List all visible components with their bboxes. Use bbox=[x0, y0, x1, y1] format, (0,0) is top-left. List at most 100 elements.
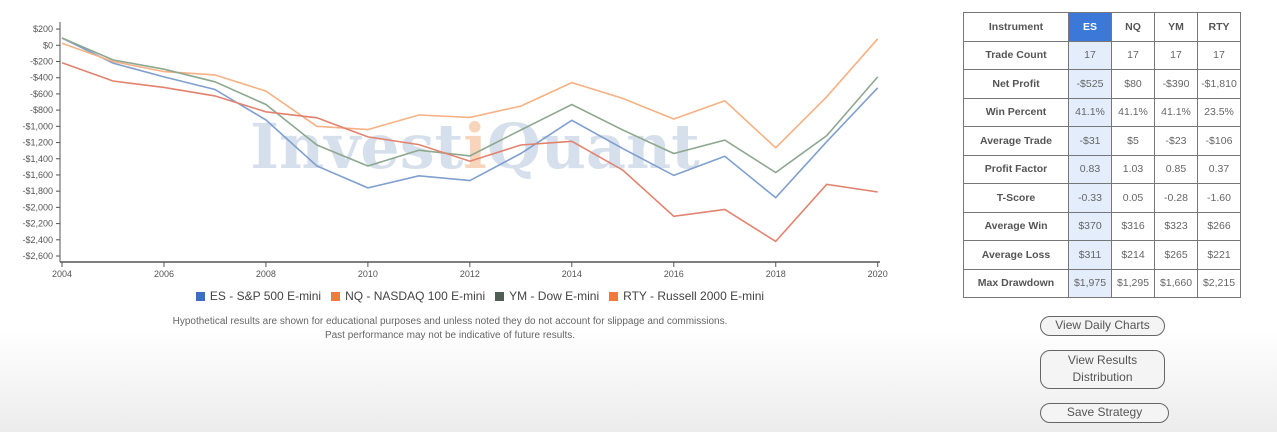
row-label: T-Score bbox=[963, 183, 1069, 213]
disclaimer: Hypothetical results are shown for educa… bbox=[0, 315, 900, 343]
y-tick-label: -$800 bbox=[30, 105, 53, 115]
y-tick-label: -$200 bbox=[30, 57, 53, 67]
view-daily-charts-button[interactable]: View Daily Charts bbox=[1040, 316, 1165, 336]
cell-es: -$525 bbox=[1068, 69, 1112, 99]
cell-nq: 41.1% bbox=[1111, 97, 1155, 127]
series-line-rty bbox=[61, 61, 878, 243]
table-row: Average Loss $311 $214 $265 $221 bbox=[963, 240, 1241, 270]
disclaimer-line-1: Hypothetical results are shown for educa… bbox=[172, 316, 728, 327]
cell-es: 0.83 bbox=[1068, 154, 1112, 184]
cell-ym: -$390 bbox=[1154, 69, 1198, 99]
legend-swatch bbox=[609, 292, 619, 301]
cell-es: 17 bbox=[1068, 40, 1112, 70]
cell-ym: $1,660 bbox=[1154, 268, 1198, 298]
x-tick-label: 2010 bbox=[358, 269, 378, 279]
y-tick-label: -$1,000 bbox=[22, 121, 53, 131]
x-tick-label: 2012 bbox=[460, 269, 480, 279]
header-rty[interactable]: RTY bbox=[1197, 12, 1241, 42]
cell-ym: $323 bbox=[1154, 211, 1198, 241]
legend-label: RTY - Russell 2000 E-mini bbox=[623, 289, 765, 303]
y-tick-label: -$1,200 bbox=[22, 138, 53, 148]
y-tick-label: -$1,400 bbox=[22, 154, 53, 164]
y-tick-label: -$400 bbox=[30, 73, 53, 83]
cell-es: $1,975 bbox=[1068, 268, 1112, 298]
legend-item[interactable]: ES - S&P 500 E-mini bbox=[195, 289, 322, 303]
cell-es: -$31 bbox=[1068, 126, 1112, 156]
y-tick-label: -$2,400 bbox=[22, 235, 53, 245]
legend-swatch bbox=[331, 292, 341, 301]
cell-rty: -$1,810 bbox=[1197, 69, 1241, 99]
cell-nq: $1,295 bbox=[1111, 268, 1155, 298]
cell-ym: 41.1% bbox=[1154, 97, 1198, 127]
cell-rty: -$106 bbox=[1197, 126, 1241, 156]
cell-rty: 23.5% bbox=[1197, 97, 1241, 127]
button-label-line-2: Distribution bbox=[1072, 370, 1133, 384]
cell-rty: $266 bbox=[1197, 211, 1241, 241]
cell-nq: 17 bbox=[1111, 40, 1155, 70]
table-row: Win Percent 41.1% 41.1% 41.1% 23.5% bbox=[963, 97, 1241, 127]
cell-es: 41.1% bbox=[1068, 97, 1112, 127]
x-tick-label: 2004 bbox=[52, 269, 72, 279]
row-label: Trade Count bbox=[963, 40, 1069, 70]
table-row: Profit Factor 0.83 1.03 0.85 0.37 bbox=[963, 154, 1241, 184]
button-label-line-1: View Results bbox=[1067, 353, 1138, 367]
x-tick-label: 2018 bbox=[766, 269, 786, 279]
row-label: Win Percent bbox=[963, 97, 1069, 127]
cell-rty: 0.37 bbox=[1197, 154, 1241, 184]
table-row: Average Trade -$31 $5 -$23 -$106 bbox=[963, 126, 1241, 156]
cell-rty: 17 bbox=[1197, 40, 1241, 70]
cell-es: -0.33 bbox=[1068, 183, 1112, 213]
cell-nq: $214 bbox=[1111, 240, 1155, 270]
row-label: Average Win bbox=[963, 211, 1069, 241]
cell-ym: -$23 bbox=[1154, 126, 1198, 156]
y-tick-label: $200 bbox=[33, 24, 53, 34]
y-tick-label: -$1,800 bbox=[22, 186, 53, 196]
cell-rty: $2,215 bbox=[1197, 268, 1241, 298]
header-es[interactable]: ES bbox=[1068, 12, 1112, 42]
legend-label: ES - S&P 500 E-mini bbox=[209, 289, 322, 303]
legend-swatch bbox=[195, 292, 205, 301]
table-row: Average Win $370 $316 $323 $266 bbox=[963, 211, 1241, 241]
view-results-distribution-button[interactable]: View Results Distribution bbox=[1040, 350, 1165, 389]
cell-ym: $265 bbox=[1154, 240, 1198, 270]
row-label: Max Drawdown bbox=[963, 268, 1069, 298]
header-ym[interactable]: YM bbox=[1154, 12, 1198, 42]
legend-item[interactable]: RTY - Russell 2000 E-mini bbox=[609, 289, 764, 303]
row-label: Average Trade bbox=[963, 126, 1069, 156]
y-tick-label: -$600 bbox=[30, 89, 53, 99]
row-label: Average Loss bbox=[963, 240, 1069, 270]
legend-item[interactable]: NQ - NASDAQ 100 E-mini bbox=[331, 289, 485, 303]
save-strategy-button[interactable]: Save Strategy bbox=[1040, 403, 1169, 423]
cell-ym: -0.28 bbox=[1154, 183, 1198, 213]
header-instrument: Instrument bbox=[963, 12, 1069, 42]
y-tick-label: -$1,600 bbox=[22, 170, 53, 180]
cell-es: $311 bbox=[1068, 240, 1112, 270]
cell-es: $370 bbox=[1068, 211, 1112, 241]
series-line-ym bbox=[61, 37, 879, 174]
series-line-es bbox=[61, 37, 879, 199]
y-tick-label: $0 bbox=[43, 40, 53, 50]
legend-label: NQ - NASDAQ 100 E-mini bbox=[345, 289, 486, 303]
equity-chart: InvestiQuant $200 $0 -$200 -$400 -$600 -$800 -… bbox=[22, 22, 888, 279]
cell-ym: 17 bbox=[1154, 40, 1198, 70]
table-row: Trade Count 17 17 17 17 bbox=[963, 40, 1241, 70]
y-tick-label: -$2,600 bbox=[22, 251, 53, 261]
y-tick-label: -$2,200 bbox=[22, 219, 53, 229]
header-nq[interactable]: NQ bbox=[1111, 12, 1155, 42]
legend-item[interactable]: YM - Dow E-mini bbox=[495, 289, 599, 303]
cell-rty: -1.60 bbox=[1197, 183, 1241, 213]
table-header-row: Instrument ES NQ YM RTY bbox=[963, 12, 1241, 42]
chart-legend: ES - S&P 500 E-mini NQ - NASDAQ 100 E-min… bbox=[0, 289, 960, 303]
disclaimer-line-2: Past performance may not be indicative o… bbox=[324, 330, 576, 341]
cell-nq: $316 bbox=[1111, 211, 1155, 241]
x-tick-label: 2008 bbox=[256, 269, 276, 279]
x-tick-label: 2014 bbox=[562, 269, 582, 279]
row-label: Net Profit bbox=[963, 69, 1069, 99]
cell-nq: 0.05 bbox=[1111, 183, 1155, 213]
legend-swatch bbox=[495, 292, 505, 301]
legend-label: YM - Dow E-mini bbox=[509, 289, 600, 303]
row-label: Profit Factor bbox=[963, 154, 1069, 184]
x-tick-label: 2016 bbox=[664, 269, 684, 279]
table-row: Max Drawdown $1,975 $1,295 $1,660 $2,215 bbox=[963, 268, 1241, 298]
cell-nq: 1.03 bbox=[1111, 154, 1155, 184]
